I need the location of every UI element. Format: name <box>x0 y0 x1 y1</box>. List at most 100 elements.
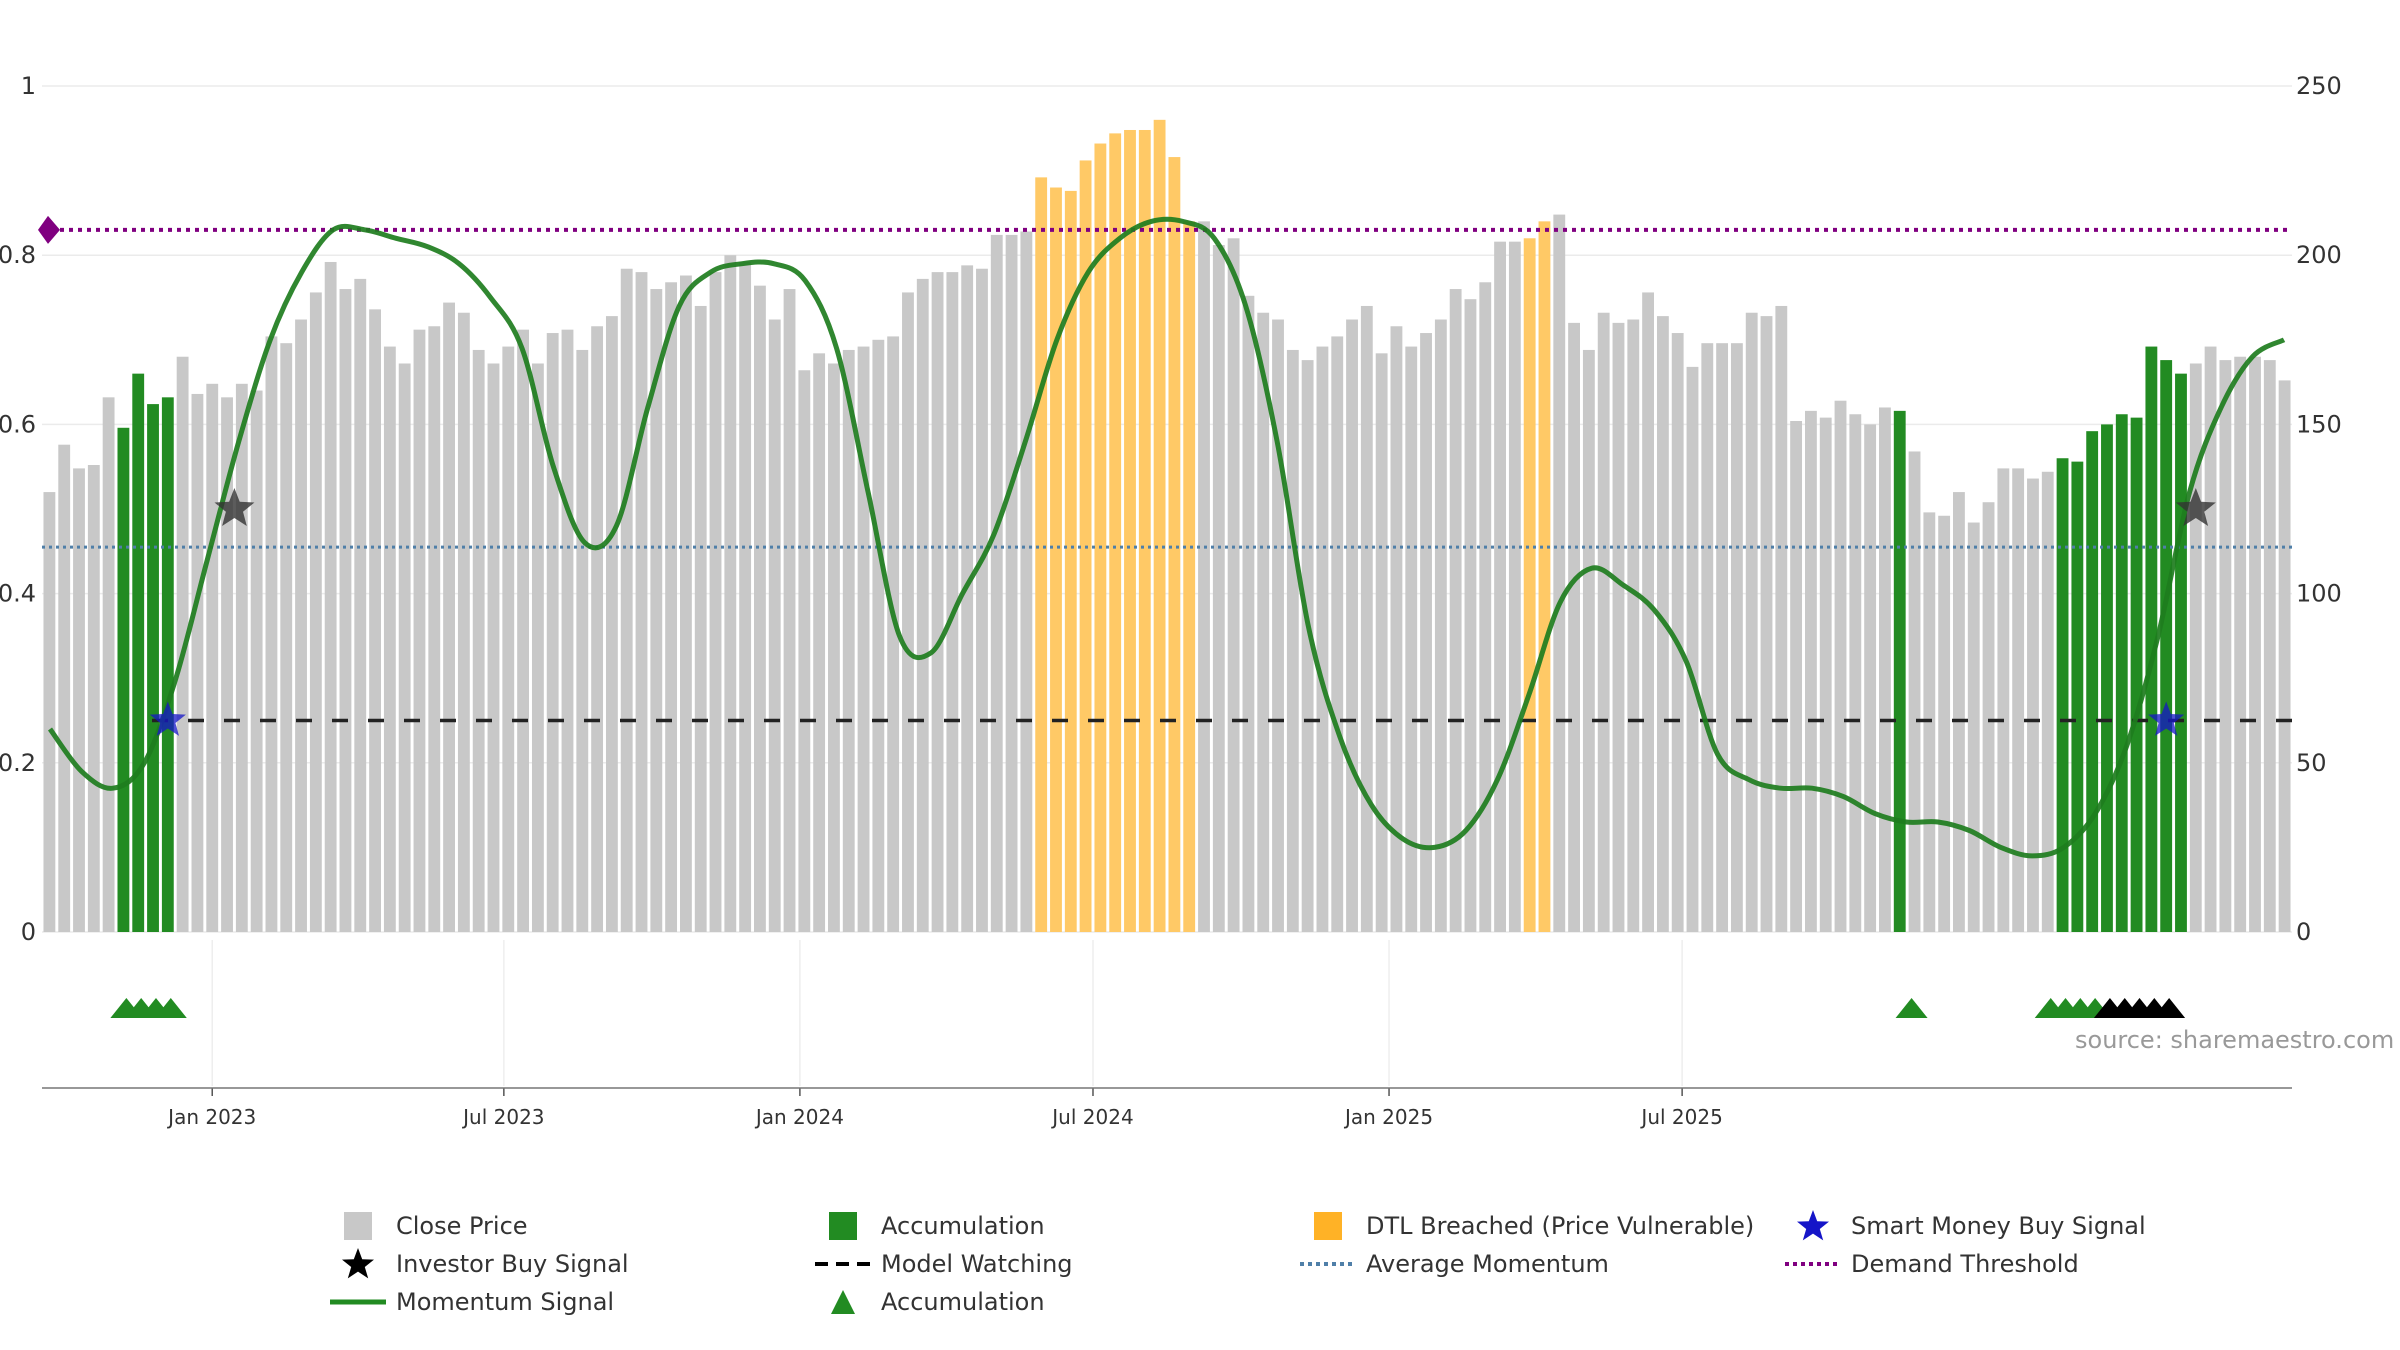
accumulation-bar <box>2160 360 2173 932</box>
close-price-bar <box>1745 312 1758 932</box>
legend-accumulation-marker: Accumulation <box>815 1284 1045 1320</box>
right-axis-tick-label: 150 <box>2296 410 2342 438</box>
close-price-bar <box>1198 221 1210 933</box>
legend-label: Demand Threshold <box>1851 1250 2079 1278</box>
black-star-icon <box>342 1248 374 1279</box>
investor-buy-star <box>2175 488 2216 526</box>
left-axis-tick-label: 0 <box>21 918 36 946</box>
close-price-bar <box>1434 319 1447 933</box>
legend-dtl-breached: DTL Breached (Price Vulnerable) <box>1300 1208 1754 1244</box>
legend-model-watching: Model Watching <box>815 1246 1073 1282</box>
x-axis-tick-label: Jul 2024 <box>1050 1105 1133 1129</box>
close-price-bar <box>1967 522 1980 932</box>
dtl-breached-bar <box>1183 221 1196 933</box>
close-price-bar <box>2041 471 2054 932</box>
close-price-bar <box>783 289 796 932</box>
close-price-bar <box>369 309 381 932</box>
close-price-bar <box>694 305 707 933</box>
dotted-purple-line-icon <box>1785 1262 1841 1266</box>
close-price-bar <box>1257 312 1270 932</box>
close-price-bar <box>887 336 900 932</box>
accumulation-marker-green <box>154 998 187 1018</box>
close-price-bar <box>1775 305 1788 933</box>
legend-smart-money: Smart Money Buy Signal <box>1785 1208 2146 1244</box>
close-price-bar <box>1597 312 1610 932</box>
close-price-bar <box>1390 326 1403 932</box>
accumulation-bar <box>2145 346 2158 932</box>
right-axis-tick-label: 200 <box>2296 241 2342 269</box>
close-price-bar <box>339 289 352 932</box>
close-price-bar <box>1716 343 1729 933</box>
dtl-breached-bar <box>1153 119 1166 933</box>
close-price-bar <box>1286 349 1299 932</box>
dtl-breached-bar <box>1094 143 1107 932</box>
close-price-bar <box>295 319 307 933</box>
legend-label: Close Price <box>396 1212 528 1240</box>
dtl-legend-icon <box>1314 1212 1342 1240</box>
close-price-bar <box>2263 360 2276 932</box>
close-price-bar <box>872 339 885 932</box>
close-price-bar <box>309 292 322 932</box>
close-price-bar <box>324 261 337 932</box>
left-axis-tick-label: 0.6 <box>0 410 36 438</box>
close-price-bar <box>916 278 929 932</box>
close-price-bar <box>2219 360 2232 932</box>
close-price-bar <box>1212 245 1225 933</box>
close-price-bar <box>1242 295 1255 933</box>
close-price-bar <box>176 356 189 933</box>
close-price-bar <box>561 329 574 932</box>
dtl-breached-bar <box>1538 221 1551 933</box>
close-price-bar <box>754 285 766 932</box>
accumulation-bar <box>2175 373 2187 932</box>
close-price-bar <box>813 353 826 932</box>
signal-markers <box>149 488 2216 736</box>
close-price-bar <box>2234 356 2247 933</box>
close-price-bar <box>502 346 515 932</box>
close-price-bar <box>457 312 470 932</box>
legend-label: Smart Money Buy Signal <box>1851 1212 2146 1240</box>
legend-label: Investor Buy Signal <box>396 1250 629 1278</box>
legend-label: Momentum Signal <box>396 1288 615 1316</box>
dtl-breached-bar <box>1168 157 1181 933</box>
close-price-bar <box>1553 214 1566 933</box>
close-price-bar <box>576 349 589 932</box>
dtl-breached-bar <box>1050 187 1062 932</box>
momentum-signal-path <box>47 216 2286 859</box>
close-price-bar <box>2204 346 2217 932</box>
close-price-bar <box>1864 424 1877 932</box>
close-price-bar <box>191 393 204 933</box>
close-price-bar <box>1494 241 1506 932</box>
right-axis-tick-label: 0 <box>2296 918 2311 946</box>
close-price-bar <box>1227 238 1240 932</box>
close-price-bar <box>58 444 71 932</box>
legend-label: DTL Breached (Price Vulnerable) <box>1366 1212 1755 1240</box>
close-price-bar <box>1730 343 1743 933</box>
close-price-bar <box>931 272 944 932</box>
reference-lines <box>38 215 2292 723</box>
close-price-bar <box>976 268 988 933</box>
close-price-bar <box>1627 319 1640 933</box>
close-price-bar <box>679 275 692 932</box>
close-price-bar <box>2012 468 2025 932</box>
legend-accumulation-bar: Accumulation <box>815 1208 1045 1244</box>
dtl-breached-bar <box>1035 177 1048 933</box>
close-price-bar <box>1701 343 1714 933</box>
momentum-signal-line <box>47 216 2286 859</box>
legend-momentum-signal: Momentum Signal <box>330 1284 614 1320</box>
close-price-bar <box>235 383 248 932</box>
close-price-bar <box>1272 319 1284 933</box>
close-price-bar <box>206 383 219 932</box>
close-price-bar <box>724 255 737 932</box>
close-price-bar <box>517 329 530 932</box>
x-axis-tick-label: Jan 2023 <box>166 1105 256 1129</box>
x-axis-tick-label: Jan 2025 <box>1343 1105 1433 1129</box>
close-price-bar <box>102 397 115 932</box>
close-price-bar <box>1420 333 1432 933</box>
close-price-bar <box>1405 346 1418 932</box>
accumulation-bar <box>2086 431 2099 932</box>
close-price-bar <box>1508 241 1521 932</box>
close-price-bar <box>1997 468 2010 932</box>
right-axis-tick-label: 50 <box>2296 749 2327 777</box>
investor-buy-star <box>214 488 255 526</box>
